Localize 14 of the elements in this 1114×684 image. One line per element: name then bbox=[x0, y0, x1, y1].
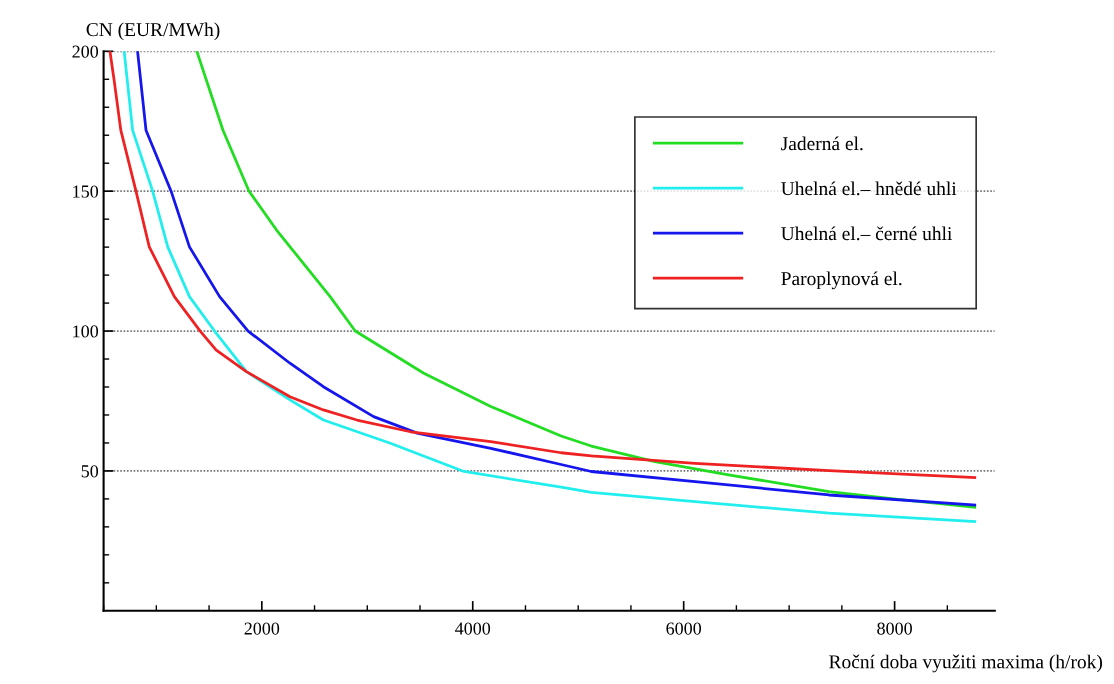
x-tick-label: 2000 bbox=[244, 622, 280, 635]
y-tick-label: 200 bbox=[72, 45, 99, 58]
legend-label: Paroplynová el. bbox=[781, 271, 902, 290]
x-axis-title: Roční doba využiti maxima (h/rok) bbox=[829, 654, 1102, 673]
y-tick-label: 100 bbox=[73, 325, 99, 338]
y-tick-label: 50 bbox=[81, 465, 99, 478]
y-tick-label: 150 bbox=[73, 185, 99, 198]
legend-label: Uhelná el.– hnědé uhli bbox=[781, 181, 957, 196]
y-axis-title: CN (EUR/MWh) bbox=[86, 22, 220, 41]
x-tick-label: 6000 bbox=[666, 622, 702, 635]
legend-label: Jaderná el. bbox=[781, 136, 863, 151]
x-tick-label: 8000 bbox=[877, 622, 912, 635]
x-tick-label: 4000 bbox=[455, 622, 491, 635]
legend-label: Uhelná el.– černé uhli bbox=[781, 226, 953, 241]
